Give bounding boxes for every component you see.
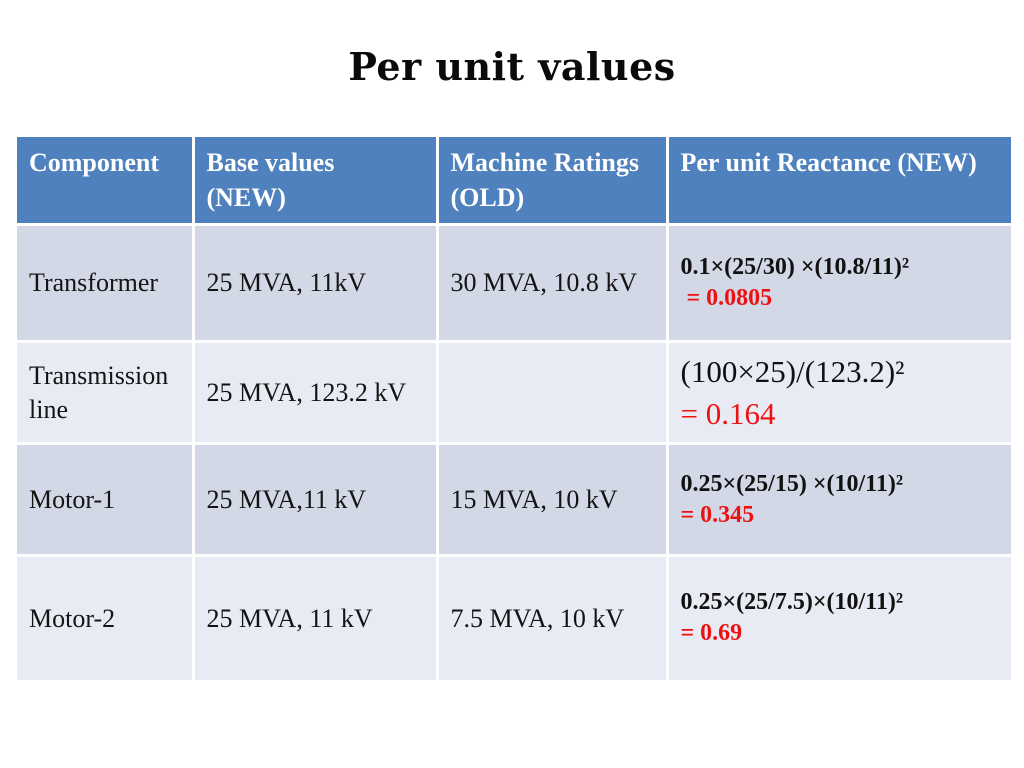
reactance-formula: 0.25×(25/7.5)×(10/11)² [680,589,904,616]
cell-reactance: 0.25×(25/15) ×(10/11)² = 0.345 [665,442,1013,558]
reactance-result: = 0.0805 [686,285,773,312]
cell-machine-ratings: 15 MVA, 10 kV [435,442,669,558]
table-row-transformer: Transformer 25 MVA, 11kV 30 MVA, 10.8 kV… [15,223,1013,344]
reactance-formula: 0.1×(25/30) ×(10.8/11)² [680,254,910,280]
cell-component: Transmission line [15,340,195,446]
cell-base-values: 25 MVA, 123.2 kV [191,340,439,446]
cell-component: Transformer [15,223,195,344]
cell-base-values: 25 MVA,11 kV [191,442,439,558]
column-header-component: Component [15,135,195,227]
column-header-machine-ratings: Machine Ratings (OLD) [435,135,669,227]
cell-component: Motor-1 [15,442,195,558]
column-header-base-values: Base values (NEW) [191,135,439,227]
reactance-formula: (100×25)/(123.2)² [680,353,905,389]
table-row-transmission-line: Transmission line 25 MVA, 123.2 kV (100×… [15,340,1013,446]
reactance-result: = 0.345 [680,501,755,528]
cell-reactance: 0.1×(25/30) ×(10.8/11)² = 0.0805 [665,223,1013,344]
cell-reactance: (100×25)/(123.2)² = 0.164 [665,340,1013,446]
cell-base-values: 25 MVA, 11 kV [191,554,439,682]
cell-machine-ratings [435,340,669,446]
cell-component: Motor-2 [15,554,195,682]
reactance-result: = 0.69 [680,620,743,647]
table-row-motor-1: Motor-1 25 MVA,11 kV 15 MVA, 10 kV 0.25×… [15,442,1013,558]
per-unit-values-table: Component Base values (NEW) Machine Rati… [15,135,1013,682]
reactance-formula: 0.25×(25/15) ×(10/11)² [680,470,904,497]
cell-machine-ratings: 7.5 MVA, 10 kV [435,554,669,682]
cell-base-values: 25 MVA, 11kV [191,223,439,344]
slide-title: Per unit values [348,44,676,89]
cell-machine-ratings: 30 MVA, 10.8 kV [435,223,669,344]
cell-reactance: 0.25×(25/7.5)×(10/11)² = 0.69 [665,554,1013,682]
table-header-row: Component Base values (NEW) Machine Rati… [15,135,1013,227]
column-header-per-unit-reactance: Per unit Reactance (NEW) [665,135,1013,227]
reactance-result: = 0.164 [680,395,776,431]
table-row-motor-2: Motor-2 25 MVA, 11 kV 7.5 MVA, 10 kV 0.2… [15,554,1013,682]
